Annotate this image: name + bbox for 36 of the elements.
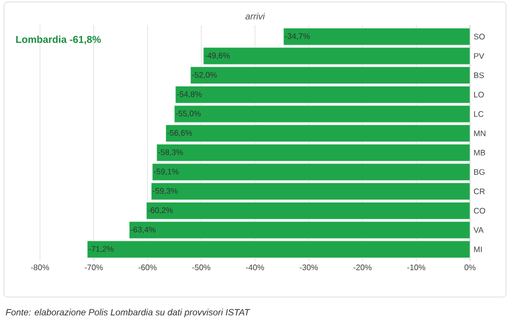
source-note: Fonte: elaborazione Polis Lombardia su dati provvisori ISTAT (6, 308, 250, 318)
chart-title: arrivi (245, 12, 265, 20)
x-tick-label: -80% (31, 264, 50, 270)
y-tick-label: CR (474, 188, 485, 194)
y-tick-label: BG (474, 169, 484, 175)
y-tick-label: PV (474, 53, 484, 59)
x-tick-label: -70% (84, 264, 103, 270)
data-label: -56,6% (167, 130, 192, 137)
x-tick-label: -40% (246, 264, 264, 270)
data-label: -52,0% (192, 72, 217, 79)
y-tick-label: LC (474, 111, 484, 117)
y-tick-label: LO (474, 92, 484, 98)
x-tick-label: -30% (300, 264, 318, 270)
data-label: -55,0% (176, 110, 201, 118)
data-label: -54,8% (177, 91, 202, 98)
data-label: -63,4% (130, 226, 156, 234)
x-tick-label: 0% (464, 264, 476, 270)
x-tick-label: -60% (138, 264, 157, 270)
annotation: Lombardia -61,8% (16, 36, 101, 44)
y-tick-label: CO (474, 208, 486, 214)
data-label: -59,3% (152, 188, 178, 195)
x-tick-label: -10% (407, 264, 426, 270)
data-label: -34,7% (285, 33, 310, 40)
y-tick-label: VA (474, 227, 484, 233)
data-label: -60,2% (148, 207, 173, 214)
y-tick-label: BS (474, 72, 484, 78)
x-tick-label: -50% (192, 264, 210, 270)
y-tick-label: SO (474, 34, 485, 40)
x-tick-label: -20% (354, 264, 372, 270)
data-label: -71,2% (88, 246, 114, 253)
y-tick-label: MB (474, 150, 486, 156)
y-tick-label: MI (474, 246, 482, 252)
y-tick-label: MN (474, 130, 486, 136)
data-label: -49,6% (204, 52, 230, 60)
data-label: -59,1% (154, 168, 179, 176)
data-label: -58,3% (158, 149, 183, 156)
